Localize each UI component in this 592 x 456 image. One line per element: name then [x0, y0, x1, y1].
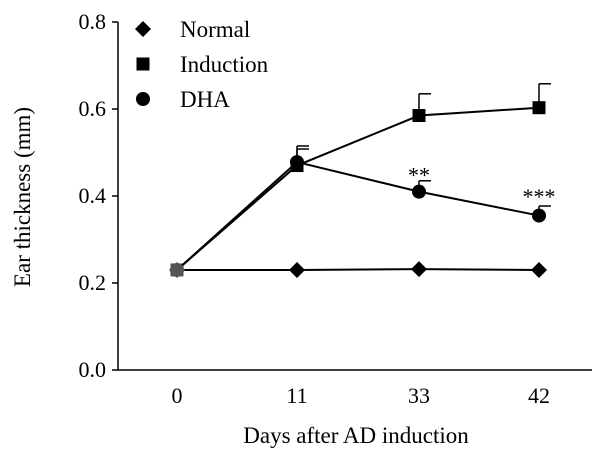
series-layer: *****	[169, 83, 556, 278]
y-tick-label: 0.6	[79, 96, 107, 121]
legend-marker-induction	[136, 57, 150, 71]
y-tick-label: 0.0	[79, 357, 107, 382]
data-point-induction	[412, 109, 426, 123]
y-axis-title: Ear thickness (mm)	[10, 107, 35, 287]
significance-label: **	[408, 162, 430, 187]
data-point-dha	[532, 208, 546, 223]
x-axis-title: Days after AD induction	[243, 423, 469, 448]
legend: Normal Induction DHA	[135, 17, 269, 112]
legend-marker-dha	[136, 92, 150, 106]
legend-item-induction: Induction	[136, 52, 269, 77]
axes: 0.0 0.2 0.4 0.6 0.8 0 11 33 42	[79, 9, 592, 408]
y-tick-label: 0.8	[79, 9, 107, 34]
y-tick-label: 0.4	[79, 183, 107, 208]
x-tick-label: 0	[172, 383, 183, 408]
series-line-dha	[176, 160, 540, 271]
data-point-induction	[532, 101, 546, 115]
series-line-induction	[176, 106, 540, 271]
series-normal	[169, 261, 547, 278]
data-point-dha	[290, 155, 304, 170]
legend-item-normal: Normal	[135, 17, 250, 42]
series-dha	[170, 148, 551, 277]
x-tick-label: 11	[286, 383, 307, 408]
legend-label-induction: Induction	[180, 52, 269, 77]
series-induction	[170, 83, 551, 277]
data-point-dha	[412, 184, 426, 199]
legend-label-dha: DHA	[180, 87, 230, 112]
data-point-normal	[411, 261, 427, 278]
significance-label: ***	[523, 184, 556, 209]
data-point-dha	[170, 262, 184, 277]
legend-marker-normal	[135, 21, 151, 37]
series-line-normal	[177, 268, 540, 271]
y-tick-label: 0.2	[79, 270, 107, 295]
data-point-normal	[289, 261, 305, 278]
x-tick-label: 42	[528, 383, 550, 408]
x-tick-label: 33	[408, 383, 430, 408]
data-point-normal	[531, 261, 547, 278]
legend-item-dha: DHA	[136, 87, 230, 112]
legend-label-normal: Normal	[180, 17, 250, 42]
